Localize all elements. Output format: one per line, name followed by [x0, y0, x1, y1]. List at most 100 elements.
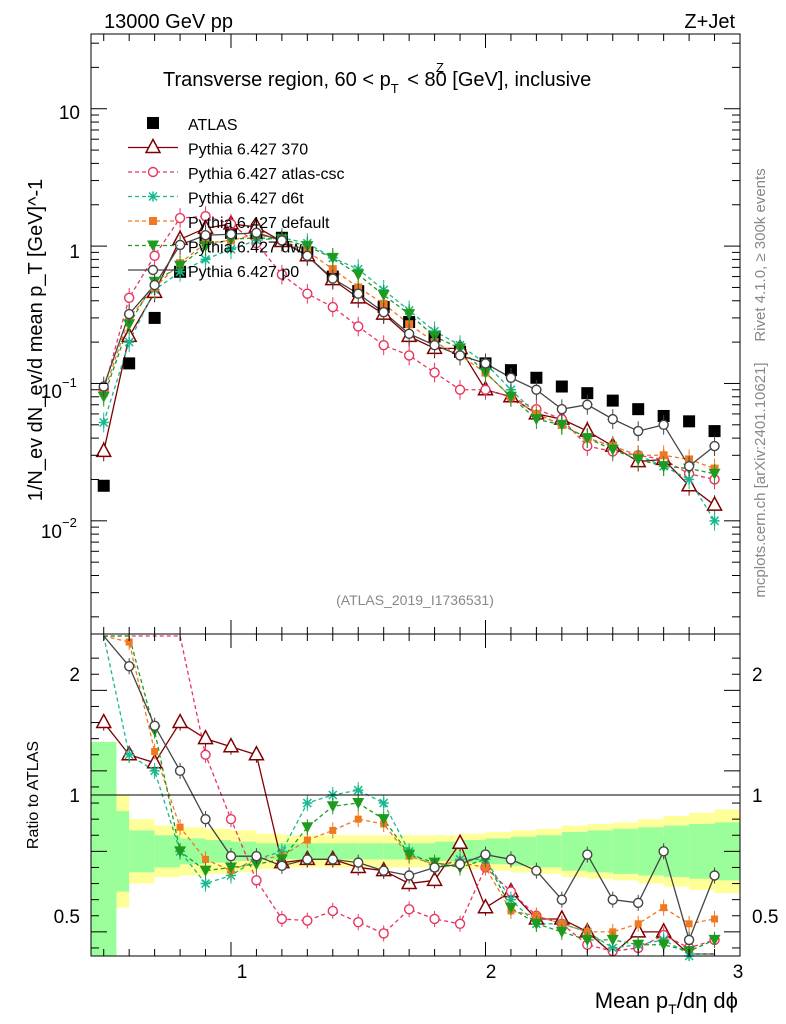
legend-label-pythia-6-427-d6t: Pythia 6.427 d6t	[188, 191, 304, 208]
legend-marker-atlas	[147, 117, 159, 129]
ratio-point-pythia-6-427-p0	[454, 859, 466, 870]
ratio-point-pythia-6-427-atlas-csc	[200, 749, 211, 760]
y-tick-label-0.1: 10	[41, 382, 62, 403]
ratio-point-pythia-6-427-default	[303, 836, 311, 844]
ratio-line-pythia-6-427-p0	[103, 635, 716, 942]
ratio-point-pythia-6-427-dw	[250, 859, 263, 871]
ratio-point-pythia-6-427-p0	[480, 849, 491, 860]
point-pythia-6-427-p0	[378, 307, 389, 318]
point-pythia-6-427-p0	[302, 250, 313, 261]
ratio-point-pythia-6-427-p0	[658, 846, 669, 857]
green-band-segment	[129, 830, 155, 873]
green-band-segment	[561, 832, 588, 871]
ratio-point-pythia-6-427-dw	[606, 934, 619, 946]
ratio-point-pythia-6-427-d6t	[378, 798, 389, 809]
ratio-point-pythia-6-427-dw	[352, 798, 365, 810]
ratio-point-pythia-6-427-p0	[302, 854, 313, 865]
point-pythia-6-427-p0	[607, 413, 618, 425]
legend-marker-pythia-6-427-default	[149, 217, 157, 225]
ratio-point-pythia-6-427-default	[329, 826, 337, 834]
ratio-point-pythia-6-427-p0	[632, 897, 644, 909]
point-pythia-6-427-p0	[251, 227, 262, 238]
ratio-point-pythia-6-427-default	[685, 920, 693, 928]
ratio-point-pythia-6-427-p0	[683, 934, 695, 946]
green-band-segment	[91, 741, 117, 956]
green-band-segment	[205, 840, 231, 863]
header-energy-label: 13000 GeV pp	[104, 11, 233, 33]
y-tick-label-1: 1	[69, 242, 80, 263]
legend-marker-pythia-6-427-p0	[147, 264, 159, 276]
ratio-point-pythia-6-427-dw	[174, 846, 187, 858]
ratio-point-pythia-6-427-atlas-csc	[302, 915, 313, 926]
ratio-point-pythia-6-427-atlas-csc	[378, 928, 389, 939]
ratio-point-pythia-6-427-p0	[327, 854, 338, 865]
point-pythia-6-427-p0	[709, 440, 720, 452]
ratio-point-pythia-6-427-p0	[403, 870, 415, 881]
point-pythia-6-427-atlas-csc	[429, 367, 440, 378]
green-band-segment	[536, 835, 562, 868]
ratio-point-pythia-6-427-dw	[224, 862, 237, 874]
point-pythia-6-427-370	[95, 441, 112, 458]
point-pythia-6-427-p0	[632, 425, 644, 437]
point-atlas	[606, 394, 619, 407]
point-pythia-6-427-dw	[403, 309, 416, 321]
green-band-segment	[689, 823, 715, 879]
point-atlas	[708, 425, 721, 438]
axis-ticks	[91, 34, 740, 956]
ratio-y-tick-label-right-2: 2	[752, 665, 763, 686]
point-pythia-6-427-dw	[377, 290, 390, 302]
point-pythia-6-427-p0	[429, 339, 440, 351]
ratio-point-pythia-6-427-dw	[555, 926, 568, 938]
ratio-point-pythia-6-427-atlas-csc	[353, 916, 364, 928]
mcplots-url-label: mcplots.cern.ch [arXiv:2401.10621]	[752, 362, 769, 597]
ratio-point-pythia-6-427-370	[95, 712, 112, 729]
legend-label-pythia-6-427-p0: Pythia 6.427 p0	[188, 264, 299, 281]
point-atlas	[97, 479, 110, 492]
ratio-point-pythia-6-427-370	[477, 898, 494, 914]
point-pythia-6-427-dw	[530, 414, 543, 426]
rivet-version-label: Rivet 4.1.0, ≥ 300k events	[752, 168, 769, 341]
ratio-point-pythia-6-427-dw	[377, 814, 390, 826]
point-pythia-6-427-atlas-csc	[454, 384, 466, 395]
ratio-y-tick-label-1: 1	[69, 786, 80, 807]
point-pythia-6-427-atlas-csc	[123, 292, 135, 304]
point-pythia-6-427-d6t	[684, 474, 695, 485]
point-atlas	[581, 387, 594, 400]
ratio-point-pythia-6-427-atlas-csc	[276, 913, 288, 925]
x-axis-title: Mean pT/dη dϕ	[595, 988, 738, 1017]
ratio-point-pythia-6-427-p0	[276, 860, 288, 872]
point-pythia-6-427-p0	[353, 288, 364, 299]
y-tick-label-0.01-exp: −2	[62, 515, 77, 530]
point-pythia-6-427-atlas-csc	[174, 212, 186, 224]
ratio-point-pythia-6-427-default	[711, 915, 719, 923]
analysis-watermark: (ATLAS_2019_I1736531)	[336, 592, 494, 608]
point-pythia-6-427-p0	[149, 279, 160, 291]
point-pythia-6-427-d6t	[709, 515, 720, 526]
legend-label-pythia-6-427-370: Pythia 6.427 370	[188, 142, 308, 159]
ratio-point-pythia-6-427-p0	[505, 854, 517, 865]
ratio-point-pythia-6-427-dw	[504, 902, 517, 914]
legend-marker-pythia-6-427-d6t	[148, 191, 158, 202]
point-pythia-6-427-p0	[327, 273, 338, 284]
ratio-point-pythia-6-427-p0	[582, 849, 593, 860]
point-pythia-6-427-p0	[480, 358, 491, 369]
ratio-point-pythia-6-427-dw	[581, 934, 594, 946]
x-tick-label-1: 1	[237, 962, 248, 983]
point-pythia-6-427-dw	[326, 252, 339, 264]
y-tick-label-0.01: 10	[41, 522, 62, 543]
ratio-point-pythia-6-427-370	[451, 833, 469, 850]
green-band-segment	[587, 830, 613, 873]
green-band-segment	[332, 843, 359, 860]
point-pythia-6-427-atlas-csc	[480, 384, 491, 395]
legend-marker-pythia-6-427-dw	[147, 240, 159, 252]
point-pythia-6-427-atlas-csc	[378, 339, 389, 351]
ratio-point-pythia-6-427-atlas-csc	[454, 918, 466, 929]
ratio-point-pythia-6-427-p0	[709, 870, 720, 881]
legend-label-pythia-6-427-default: Pythia 6.427 default	[188, 215, 330, 232]
legend-marker-pythia-6-427-370	[144, 137, 162, 154]
point-pythia-6-427-p0	[556, 403, 568, 415]
ratio-point-pythia-6-427-dw	[199, 865, 212, 877]
point-pythia-6-427-p0	[276, 235, 288, 246]
point-pythia-6-427-p0	[658, 419, 669, 431]
point-pythia-6-427-dw	[352, 269, 365, 281]
